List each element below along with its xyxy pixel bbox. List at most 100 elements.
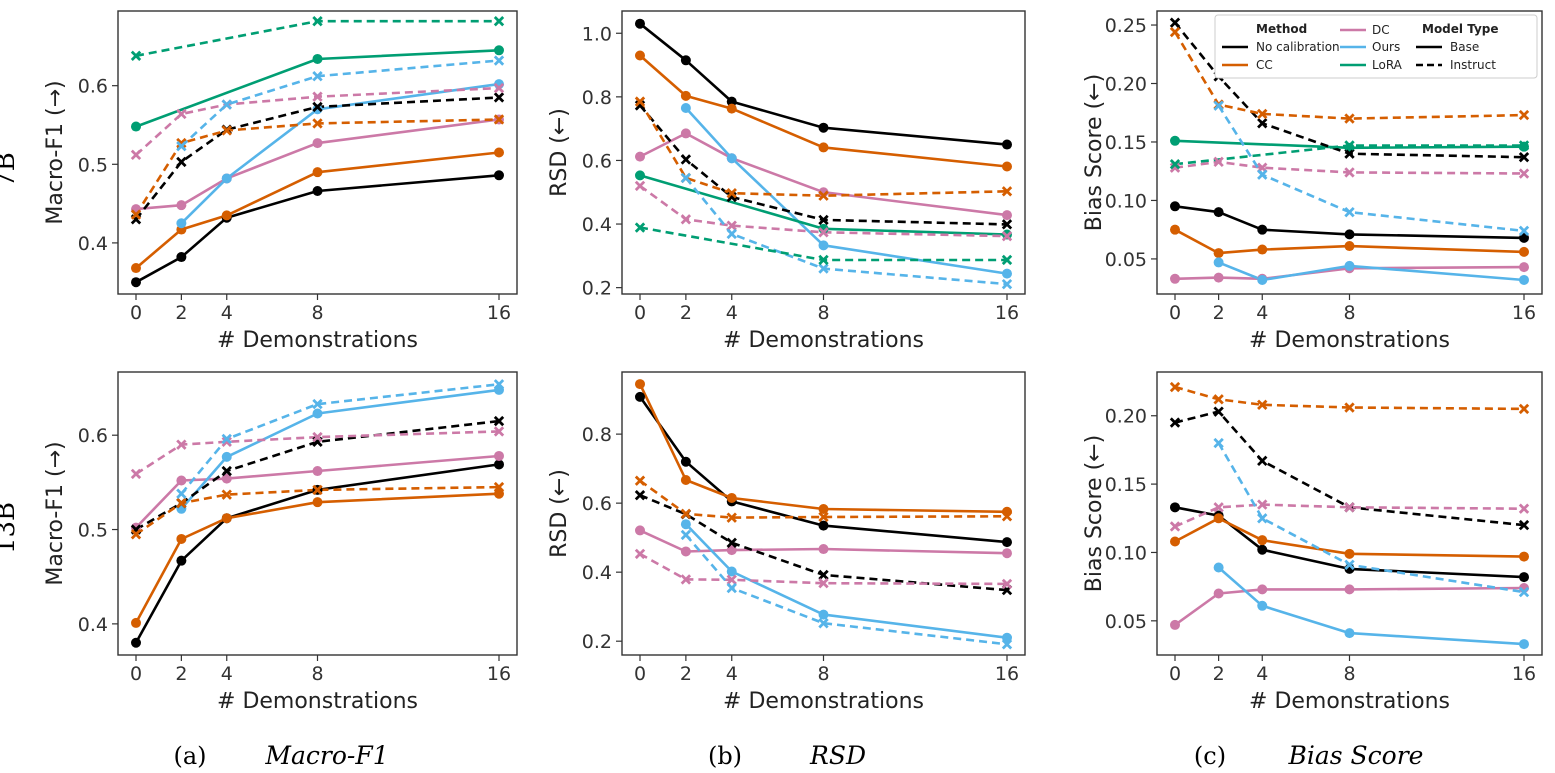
x-axis-label: # Demonstrations <box>723 689 924 714</box>
marker-stroke <box>1001 511 1013 522</box>
marker-stroke <box>130 149 142 161</box>
data-point-dc-instruct <box>1169 521 1181 532</box>
legend: Method Model Type No calibration CC DC O… <box>1214 14 1538 79</box>
data-point-no-calibration-instruct <box>680 154 692 165</box>
legend-label-instruct: Instruct <box>1450 58 1496 72</box>
data-point-no-calibration-instruct <box>1257 118 1268 129</box>
x-tick-label: 0 <box>130 663 142 685</box>
data-point-no-calibration-base <box>680 55 691 66</box>
data-point-ours-instruct <box>221 433 232 445</box>
series-line-dc-instruct <box>1174 160 1525 175</box>
marker-stroke <box>1344 402 1355 413</box>
data-point-dc-instruct <box>130 149 142 161</box>
data-point-cc-instruct <box>1518 109 1530 121</box>
marker-stroke <box>1213 100 1224 111</box>
marker-stroke <box>176 439 187 450</box>
x-tick-label: 2 <box>175 663 187 685</box>
data-point-lora-base <box>1170 135 1180 146</box>
data-point-ours-instruct <box>1213 100 1224 111</box>
y-tick-label: 0.8 <box>582 87 612 109</box>
marker-stroke <box>312 16 323 27</box>
data-point-no-calibration-base <box>1519 232 1529 243</box>
data-point-no-calibration-base <box>494 459 504 470</box>
data-point-ours-base <box>1257 600 1268 611</box>
y-axis-label: Macro-F1 (→) <box>43 80 68 224</box>
data-point-cc-base <box>635 50 645 61</box>
data-point-lora-instruct <box>1518 140 1530 151</box>
data-point-cc-base <box>1257 535 1268 546</box>
x-tick-label: 4 <box>726 663 738 685</box>
marker-stroke <box>312 431 323 443</box>
legend-label-base: Base <box>1450 40 1479 54</box>
data-point-dc-instruct <box>1213 156 1224 168</box>
data-point-no-calibration-base <box>1257 224 1268 235</box>
data-point-dc-instruct <box>1001 230 1013 242</box>
data-point-dc-instruct <box>1518 503 1530 514</box>
x-tick-label: 0 <box>634 663 646 685</box>
data-point-dc-instruct <box>221 436 232 447</box>
data-point-lora-instruct <box>818 254 829 266</box>
row-label-13b: 13B <box>0 502 21 554</box>
y-tick-label: 0.2 <box>582 631 612 653</box>
y-axis-label: Bias Score (←) <box>1082 74 1107 231</box>
chart-panels: 0 2 4 8 16 0.4 0.5 0.6 # Demonstrations Macro-F1 … <box>43 10 1543 714</box>
data-point-dc-base <box>1257 584 1268 595</box>
legend-model-type-title: Model Type <box>1422 22 1499 36</box>
marker-stroke <box>818 214 829 226</box>
y-tick-label: 0.6 <box>78 76 108 98</box>
marker-stroke <box>1518 225 1530 237</box>
y-tick-label: 0.6 <box>78 425 108 447</box>
marker-stroke <box>176 156 187 168</box>
marker-stroke <box>680 214 692 225</box>
y-axis-label: RSD (←) <box>547 469 572 558</box>
data-point-cc-instruct <box>176 137 187 149</box>
marker-stroke <box>493 16 505 27</box>
marker-stroke <box>1344 559 1355 570</box>
data-point-ours-base <box>312 408 323 419</box>
marker-stroke <box>1169 521 1181 532</box>
data-point-dc-base <box>312 138 323 149</box>
data-point-cc-base <box>494 147 504 158</box>
data-point-no-calibration-instruct <box>1518 151 1530 163</box>
x-tick-label: 8 <box>817 663 829 685</box>
data-point-dc-instruct <box>726 574 737 585</box>
marker-stroke <box>818 511 829 523</box>
marker-stroke <box>1169 17 1181 28</box>
series-line-ours-base <box>684 523 1008 639</box>
marker-stroke <box>1257 499 1268 510</box>
data-point-ours-instruct <box>493 379 505 390</box>
data-point-cc-instruct <box>176 497 187 509</box>
marker-stroke <box>493 481 505 493</box>
data-point-no-calibration-instruct <box>1001 219 1013 230</box>
y-tick-label: 0.05 <box>1105 249 1147 271</box>
data-point-ours-instruct <box>1344 559 1355 570</box>
marker-stroke <box>680 574 692 585</box>
data-point-ours-instruct <box>726 582 737 594</box>
data-point-no-calibration-base <box>176 555 187 566</box>
x-tick-label: 2 <box>680 302 692 324</box>
data-point-cc-instruct <box>1518 403 1530 415</box>
data-point-lora-instruct <box>1001 254 1013 266</box>
marker-stroke <box>634 490 646 501</box>
marker-stroke <box>1344 113 1355 124</box>
x-tick-label: 16 <box>995 663 1019 685</box>
data-point-dc-base <box>726 545 737 556</box>
data-point-ours-base <box>726 566 737 577</box>
marker-stroke <box>176 488 187 499</box>
data-point-no-calibration-base <box>1170 502 1180 513</box>
marker-stroke <box>130 50 142 61</box>
data-point-dc-base <box>1344 584 1355 595</box>
data-point-lora-instruct <box>1344 140 1355 151</box>
data-point-cc-instruct <box>312 484 323 496</box>
marker-stroke <box>726 220 737 231</box>
marker-stroke <box>1001 639 1013 650</box>
data-point-ours-instruct <box>312 398 323 410</box>
x-axis-label: # Demonstrations <box>217 689 418 714</box>
marker-stroke <box>726 228 737 240</box>
data-point-cc-base <box>312 497 323 508</box>
data-point-lora-base <box>131 121 141 132</box>
marker-stroke <box>493 426 505 437</box>
marker-stroke <box>1518 403 1530 415</box>
marker-stroke <box>726 582 737 594</box>
x-tick-label: 16 <box>1512 663 1536 685</box>
